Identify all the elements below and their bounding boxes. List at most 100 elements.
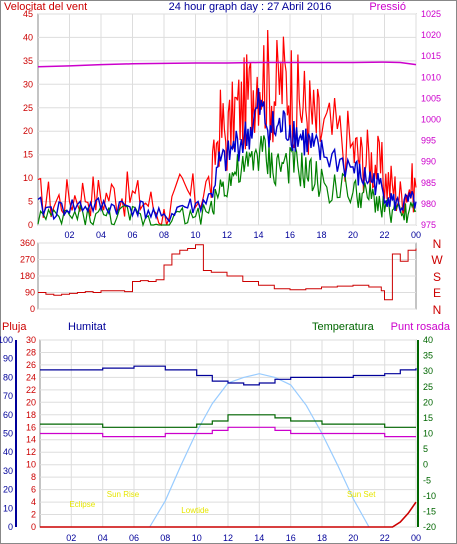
- x-tick-label: 14: [254, 533, 264, 543]
- compass-label: E: [433, 286, 441, 300]
- x-tick-label: 10: [190, 230, 200, 240]
- rain-y-tick-label: 14: [26, 435, 36, 445]
- x-tick-label: 08: [159, 230, 169, 240]
- temperature-line: [40, 414, 416, 428]
- x-tick-label: 10: [192, 533, 202, 543]
- wind-y-tick-label: 5: [28, 197, 33, 207]
- dewpoint-axis-label: Punt rosada: [391, 321, 451, 333]
- wind-y-tick-label: 0: [28, 220, 33, 230]
- pressure-y-tick-label: 980: [421, 199, 436, 209]
- annotation-label: Sun Rise: [107, 490, 140, 499]
- compass-label: N: [433, 237, 442, 251]
- rain-y-tick-label: 26: [26, 360, 36, 370]
- temperature-y-tick-label: -10: [423, 491, 436, 501]
- rain-y-tick-label: 24: [26, 372, 36, 382]
- wind-axis-label: Velocitat del vent: [4, 1, 87, 13]
- humidity-y-tick-label: 70: [3, 391, 13, 401]
- x-tick-label: 18: [316, 230, 326, 240]
- pressure-y-tick-label: 1020: [421, 30, 441, 40]
- temperature-y-tick-label: -15: [423, 506, 436, 516]
- humidity-y-tick-label: 80: [3, 372, 13, 382]
- pressure-y-tick-label: 1000: [421, 115, 441, 125]
- pressure-y-tick-label: 990: [421, 157, 436, 167]
- pressure-axis-label: Pressió: [369, 1, 406, 13]
- pressure-y-tick-label: 1005: [421, 93, 441, 103]
- wind-y-tick-label: 45: [23, 9, 33, 19]
- direction-y-tick-label: 90: [25, 288, 35, 298]
- pressure-y-tick-label: 1025: [421, 9, 441, 19]
- annotation-label: Sun Set: [347, 490, 376, 499]
- x-tick-label: 16: [285, 230, 295, 240]
- direction-y-tick-label: 0: [30, 304, 35, 314]
- rain-y-tick-label: 2: [31, 510, 36, 520]
- temperature-y-ticks: -20 -15 -10 -5 0 5 10 15 20 25 30 35 40: [423, 335, 436, 532]
- rain-y-tick-label: 28: [26, 348, 36, 358]
- direction-y-tick-label: 180: [20, 271, 35, 281]
- x-tick-label: 02: [66, 533, 76, 543]
- pressure-y-tick-label: 995: [421, 136, 436, 146]
- direction-y-ticks: 0 90 180 270 360: [20, 238, 35, 314]
- pressure-y-tick-label: 975: [421, 220, 436, 230]
- pressure-y-tick-label: 985: [421, 178, 436, 188]
- humidity-y-tick-label: 100: [0, 335, 13, 345]
- humidity-y-tick-label: 30: [3, 466, 13, 476]
- wind-y-tick-label: 20: [23, 126, 33, 136]
- temperature-y-tick-label: 5: [423, 444, 428, 454]
- rain-y-tick-label: 8: [31, 472, 36, 482]
- rain-y-tick-label: 20: [26, 397, 36, 407]
- temperature-y-tick-label: 20: [423, 397, 433, 407]
- humidity-y-tick-label: 20: [3, 485, 13, 495]
- rain-y-tick-label: 0: [31, 522, 36, 532]
- x-tick-label: 20: [348, 230, 358, 240]
- chart-title: 24 hour graph day : 27 Abril 2016: [169, 1, 332, 13]
- humidity-y-tick-label: 10: [3, 503, 13, 513]
- x-tick-label: 12: [223, 533, 233, 543]
- temperature-y-tick-label: 25: [423, 382, 433, 392]
- wind-y-tick-label: 30: [23, 79, 33, 89]
- wind-y-tick-label: 10: [23, 173, 33, 183]
- wind-y-ticks: 0 5 10 15 20 25 30 35 40 45: [23, 9, 33, 230]
- rain-y-tick-label: 22: [26, 385, 36, 395]
- temperature-y-tick-label: 35: [423, 351, 433, 361]
- rain-y-tick-label: 4: [31, 497, 36, 507]
- rain-y-tick-label: 16: [26, 422, 36, 432]
- humidity-y-tick-label: 40: [3, 447, 13, 457]
- wind-y-tick-label: 25: [23, 103, 33, 113]
- compass-label: W: [431, 253, 443, 267]
- humidity-y-tick-label: 50: [3, 429, 13, 439]
- x-tick-label: 16: [286, 533, 296, 543]
- wind-pressure-series: [37, 29, 417, 228]
- wind-avg-line: [37, 88, 417, 223]
- x-tick-label: 14: [253, 230, 263, 240]
- x-tick-label: 04: [98, 533, 108, 543]
- temperature-y-tick-label: -5: [423, 475, 431, 485]
- x-tick-label: 02: [64, 230, 74, 240]
- astronomy-annotations: Eclipse Sun Rise Lowtide Sun Set: [69, 490, 376, 515]
- rain-axis-label: Pluja: [2, 321, 27, 333]
- wind-low-line: [37, 135, 417, 228]
- temperature-y-tick-label: -20: [423, 522, 436, 532]
- x-tick-label: 00: [411, 230, 421, 240]
- direction-series: [38, 244, 417, 301]
- humidity-y-ticks: 0 10 20 30 40 50 60 70 80 90 100: [0, 335, 13, 532]
- pressure-y-tick-label: 1015: [421, 51, 441, 61]
- rain-line: [40, 501, 417, 528]
- x-tick-label: 22: [379, 230, 389, 240]
- humidity-axis-label: Humitat: [68, 321, 106, 333]
- x-tick-label: 12: [222, 230, 232, 240]
- annotation-label: Lowtide: [181, 506, 209, 515]
- temperature-y-tick-label: 30: [423, 366, 433, 376]
- x-tick-label: 00: [411, 533, 421, 543]
- rain-y-tick-label: 6: [31, 485, 36, 495]
- x-tick-label: 18: [317, 533, 327, 543]
- x-tick-label: 08: [160, 533, 170, 543]
- humidity-x-ticks: 02 04 06 08 10 12 14 16 18 20 22 00: [66, 533, 421, 543]
- temperature-y-tick-label: 40: [423, 335, 433, 345]
- x-tick-label: 20: [348, 533, 358, 543]
- direction-line: [38, 244, 417, 301]
- humidity-y-tick-label: 90: [3, 354, 13, 364]
- temperature-y-tick-label: 10: [423, 429, 433, 439]
